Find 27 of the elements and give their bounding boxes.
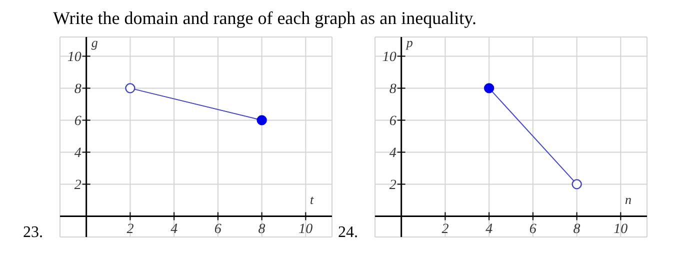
y-axis-title: g xyxy=(91,35,98,51)
x-tick-label: 2 xyxy=(126,222,134,238)
x-tick-label: 8 xyxy=(258,222,266,238)
x-axis-title: t xyxy=(310,192,314,208)
x-tick-label: 10 xyxy=(298,222,313,238)
x-tick-label: 2 xyxy=(442,222,449,238)
x-tick-label: 4 xyxy=(170,222,178,238)
x-tick-label: 10 xyxy=(614,222,628,238)
y-tick-label: 8 xyxy=(389,82,396,98)
x-axis-title: n xyxy=(625,192,632,208)
y-tick-label: 6 xyxy=(74,114,82,130)
x-tick-label: 8 xyxy=(573,222,580,238)
x-tick-label: 4 xyxy=(486,222,493,238)
x-tick-label: 6 xyxy=(214,222,222,238)
y-tick-label: 6 xyxy=(389,114,396,130)
chart-title: Write the domain and range of each graph as an inequality. xyxy=(53,8,478,29)
y-tick-label: 2 xyxy=(389,178,396,194)
text: 23. xyxy=(23,224,43,241)
text: 24. xyxy=(338,224,358,241)
y-tick-label: 8 xyxy=(74,82,82,98)
y-tick-label: 4 xyxy=(389,146,396,162)
y-tick-label: 10 xyxy=(382,50,396,66)
y-tick-label: 4 xyxy=(74,146,82,162)
y-tick-label: 10 xyxy=(67,50,82,66)
x-tick-label: 6 xyxy=(529,222,536,238)
y-axis-title: p xyxy=(406,35,413,51)
y-tick-label: 2 xyxy=(74,178,82,194)
